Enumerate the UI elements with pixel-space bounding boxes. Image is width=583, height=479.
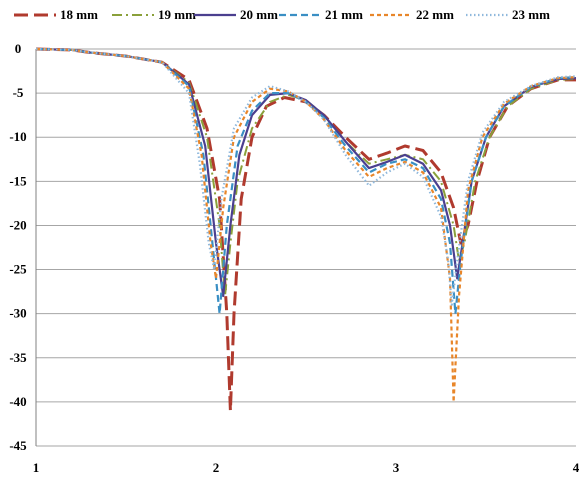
series-line-22-mm [35, 47, 577, 403]
y-tick-label: -5 [13, 85, 24, 100]
legend-label-18-mm: 18 mm [60, 7, 98, 22]
x-tick-label: 3 [393, 460, 400, 475]
gridlines [35, 48, 576, 447]
y-tick-label: -45 [9, 438, 27, 453]
y-tick-label: -25 [9, 262, 27, 277]
legend-label-22-mm: 22 mm [416, 7, 454, 22]
series-line-21-mm [35, 47, 577, 315]
y-axis-ticks: 0 -5 -10 -15 -20 -25 -30 -35 -40 -45 [9, 41, 27, 453]
y-tick-label: -30 [9, 306, 26, 321]
legend-label-21-mm: 21 mm [325, 7, 363, 22]
y-tick-label: 0 [15, 41, 22, 56]
y-tick-label: -35 [9, 350, 27, 365]
x-tick-label: 1 [33, 460, 40, 475]
y-tick-label: -15 [9, 173, 27, 188]
x-tick-label: 2 [213, 460, 220, 475]
legend-label-19-mm: 19 mm [158, 7, 196, 22]
series-lines [35, 47, 577, 413]
legend: 18 mm 19 mm 20 mm 21 mm 22 mm 23 mm [14, 7, 550, 22]
legend-label-23-mm: 23 mm [512, 7, 550, 22]
series-line-20-mm [35, 47, 577, 298]
y-tick-label: -10 [9, 129, 26, 144]
y-tick-label: -20 [9, 217, 26, 232]
x-tick-label: 4 [573, 460, 580, 475]
x-axis-ticks: 1 2 3 4 [33, 460, 580, 475]
series-line-19-mm [35, 48, 577, 297]
legend-label-20-mm: 20 mm [240, 7, 278, 22]
series-line-18-mm [35, 47, 576, 413]
series-line-23-mm [35, 47, 577, 306]
y-tick-label: -40 [9, 394, 26, 409]
